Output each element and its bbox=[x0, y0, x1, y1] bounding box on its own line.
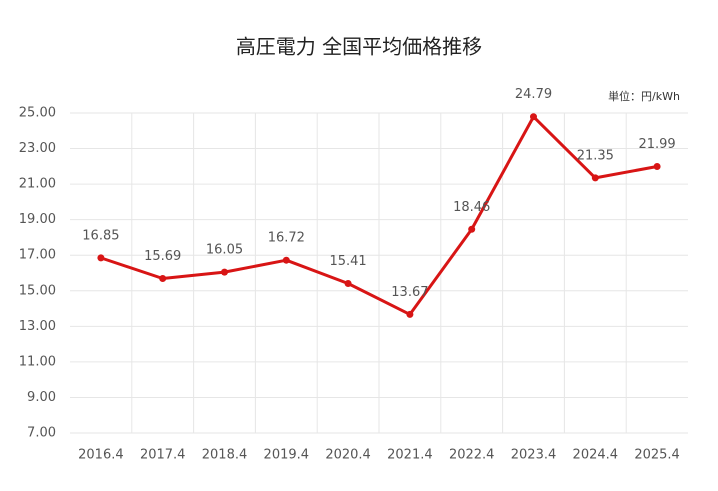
line bbox=[100, 115, 658, 316]
y-tick-label: 9.00 bbox=[27, 390, 56, 405]
value-label: 15.41 bbox=[329, 254, 366, 269]
value-label: 21.99 bbox=[638, 137, 675, 152]
y-tick-label: 7.00 bbox=[27, 426, 56, 441]
y-tick-label: 17.00 bbox=[19, 248, 56, 263]
y-tick-label: 21.00 bbox=[19, 177, 56, 192]
value-label: 13.67 bbox=[391, 285, 428, 300]
point bbox=[468, 225, 476, 233]
y-tick-label: 15.00 bbox=[19, 283, 56, 298]
x-tick-label: 2019.4 bbox=[264, 448, 310, 463]
point bbox=[653, 163, 661, 171]
point bbox=[530, 113, 537, 121]
point bbox=[344, 279, 352, 287]
point bbox=[97, 254, 105, 262]
x-tick-label: 2020.4 bbox=[325, 448, 371, 463]
point bbox=[406, 310, 414, 318]
value-label: 15.69 bbox=[144, 249, 181, 264]
y-tick-label: 11.00 bbox=[19, 354, 56, 369]
y-tick-label: 13.00 bbox=[19, 319, 56, 334]
value-label: 16.72 bbox=[268, 231, 305, 246]
point bbox=[591, 174, 599, 182]
point bbox=[221, 268, 228, 276]
x-tick-label: 2017.4 bbox=[140, 448, 186, 463]
value-label: 16.05 bbox=[206, 243, 243, 258]
y-tick-label: 19.00 bbox=[19, 212, 56, 227]
x-tick-label: 2018.4 bbox=[202, 448, 248, 463]
chart-title: 高圧電力 全国平均価格推移 bbox=[236, 35, 482, 59]
x-tick-label: 2024.4 bbox=[573, 448, 619, 463]
x-tick-label: 2016.4 bbox=[78, 448, 124, 463]
y-tick-label: 25.00 bbox=[19, 106, 56, 121]
value-label: 24.79 bbox=[515, 87, 552, 102]
point bbox=[282, 256, 290, 264]
value-label: 21.35 bbox=[577, 148, 614, 163]
value-label: 16.85 bbox=[82, 228, 119, 243]
x-tick-label: 2025.4 bbox=[634, 448, 680, 463]
point bbox=[159, 275, 167, 283]
unit-label: 単位：円/kWh bbox=[608, 89, 680, 103]
y-tick-label: 23.00 bbox=[19, 141, 56, 156]
x-tick-label: 2023.4 bbox=[511, 448, 557, 463]
x-tick-label: 2021.4 bbox=[387, 448, 433, 463]
value-label: 18.46 bbox=[453, 200, 490, 215]
x-tick-label: 2022.4 bbox=[449, 448, 495, 463]
